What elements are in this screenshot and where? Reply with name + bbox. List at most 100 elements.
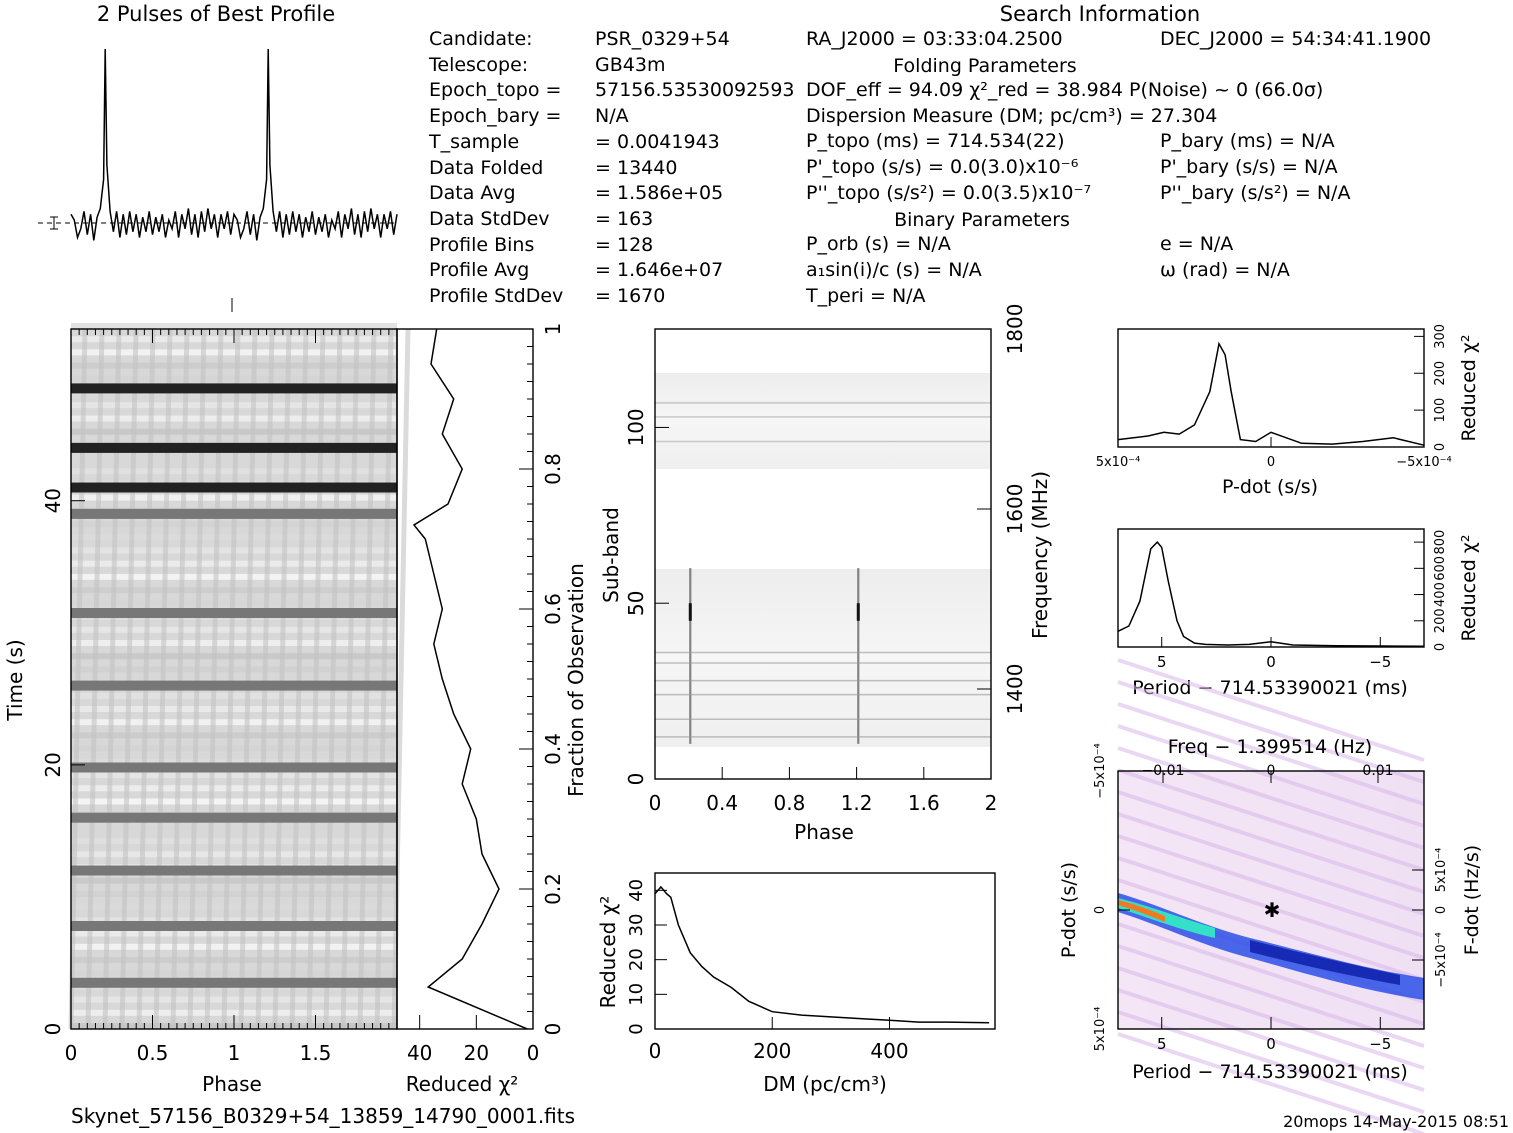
time-phase-dark-row [71, 921, 397, 931]
time-phase-row [71, 957, 397, 963]
x-tick-label: 1.5 [300, 1041, 332, 1065]
info-left-row: Profile Avg = 1.646e+07 [429, 259, 723, 281]
info-left-row: Data Folded = 13440 [429, 157, 677, 179]
time-phase-dark-row [71, 383, 397, 394]
info-value: = 0.0041943 [589, 130, 720, 153]
y-tick-label: 30 [626, 914, 647, 937]
y-tick-label: 20 [41, 752, 65, 777]
info-left-row: T_sample = 0.0041943 [429, 131, 720, 153]
x-tick-label: 20 [464, 1041, 489, 1065]
info-value: GB43m [589, 53, 666, 76]
y-tick-label: 0 [1433, 643, 1448, 651]
x-tick-label: 2 [985, 791, 998, 815]
time-phase-row [71, 904, 397, 911]
x-tick-label: 0 [527, 1041, 540, 1065]
time-phase-dark-row [71, 865, 397, 876]
period-pdot-streak [1117, 790, 1425, 894]
time-chi2-plot: 40 20 00 0.2 0.4 0.6 0.8 1 Reduced χ² Fraction … [396, 323, 588, 1096]
info-label: Epoch_bary = [429, 105, 562, 128]
y-tick-label: 0 [1433, 443, 1448, 451]
info-value: = 1.586e+05 [589, 182, 724, 205]
info-left-row: Candidate: PSR_0329+54 [429, 28, 730, 50]
period-pdot-streak [1117, 1032, 1425, 1133]
time-chi2-line [412, 328, 528, 1030]
pdot-plot: 5x10⁻⁴ 0 −5x10⁻⁴ 0 100 200 300 P-dot (s/s) Red… [1096, 324, 1480, 498]
time-phase-dark-row [71, 508, 397, 519]
info-label: Data Avg [429, 182, 516, 205]
x-tick-label: 0 [65, 1041, 78, 1065]
period-frame [1117, 528, 1425, 648]
info-value: = 128 [589, 233, 654, 256]
time-phase-row [71, 706, 397, 712]
info-label: Telescope: [429, 53, 529, 76]
x-tick-label: 1.2 [841, 791, 873, 815]
period-pdot-streak [1117, 856, 1425, 960]
subband-frame [654, 328, 992, 780]
y-tick-label: 5x10⁻⁴ [1434, 848, 1449, 893]
y-tick-label: 20 [626, 948, 647, 971]
info-value: = 1.646e+07 [589, 259, 724, 282]
time-phase-row [71, 666, 397, 673]
y-tick-label: 1800 [1003, 304, 1027, 355]
x-tick-label-top: 0 [1267, 763, 1276, 779]
info-right-row: e = N/A [1160, 233, 1234, 255]
y-tick-label: 40 [626, 879, 647, 902]
y-tick-label: 40 [41, 488, 65, 513]
subband-xlabel: Phase [794, 820, 854, 844]
time-phase-row [71, 732, 397, 739]
time-phase-ylabel: Time (s) [3, 639, 27, 721]
period-pdot-streak [1117, 680, 1425, 784]
info-mid-row: P_orb (s) = N/A [806, 233, 951, 255]
time-phase-row [71, 375, 397, 382]
profile-line [70, 48, 398, 241]
info-right-row: ω (rad) = N/A [1160, 259, 1290, 281]
y-tick-label: 400 [1433, 582, 1448, 607]
y-tick-label: −5x10⁻⁴ [1093, 743, 1108, 798]
time-phase-row [71, 692, 397, 699]
x-tick-label: −5 [1369, 1035, 1391, 1053]
y-tick-label: 0 [541, 1023, 565, 1036]
info-label: T_sample [429, 130, 520, 153]
subband-lower-block [655, 569, 991, 747]
time-phase-row [71, 943, 397, 950]
y-tick-label: −5x10⁻⁴ [1434, 932, 1449, 987]
x-tick-label-top: −0.01 [1142, 763, 1185, 779]
period-pdot-streak [1117, 878, 1425, 982]
info-left-row: Epoch_bary = N/A [429, 105, 629, 127]
period-xlabel: Period − 714.53390021 (ms) [1132, 677, 1408, 699]
period-pdot-peak [1118, 900, 1165, 922]
dm-frame [654, 872, 996, 1030]
pdot-frame [1117, 328, 1425, 448]
info-right-row: DEC_J2000 = 54:34:41.1900 [1160, 28, 1432, 50]
time-chi2-xlabel: Reduced χ² [406, 1072, 519, 1096]
x-tick-label: 400 [870, 1039, 908, 1063]
x-tick-label-top: 0.01 [1362, 763, 1393, 779]
y-tick-label: 1400 [1003, 664, 1027, 715]
time-phase-row [71, 758, 397, 765]
y-tick-label: 0 [1434, 906, 1449, 914]
time-phase-row [71, 772, 397, 779]
y-tick-label: 100 [624, 408, 648, 446]
profile-plot [38, 48, 398, 241]
period-pdot-streak [1117, 702, 1425, 806]
info-mid-row: Dispersion Measure (DM; pc/cm³) = 27.304 [806, 105, 1218, 127]
x-tick-label: 0 [1266, 1035, 1276, 1053]
info-left-row: Data StdDev = 163 [429, 208, 653, 230]
info-mid-row: P_topo (ms) = 714.534(22) [806, 130, 1065, 152]
frequency-ylabel: Frequency (MHz) [1028, 471, 1052, 639]
x-tick-label: 0 [1267, 455, 1275, 470]
info-mid-row: T_peri = N/A [806, 285, 926, 307]
y-tick-label: 50 [624, 590, 648, 615]
info-label: Profile StdDev [429, 285, 564, 307]
y-tick-label: 10 [626, 983, 647, 1006]
x-tick-label: 5 [1157, 653, 1167, 671]
time-phase-row [71, 970, 397, 977]
x-tick-label: 0.8 [773, 791, 805, 815]
y-tick-label: 0.2 [541, 873, 565, 905]
x-tick-label: 0 [649, 1039, 662, 1063]
y-tick-label: 1 [541, 323, 565, 336]
period-pdot-streak [1117, 768, 1425, 872]
time-phase-row [71, 362, 397, 369]
footer-filename: Skynet_57156_B0329+54_13859_14790_0001.f… [71, 1104, 575, 1128]
info-label: Epoch_topo = [429, 79, 562, 102]
